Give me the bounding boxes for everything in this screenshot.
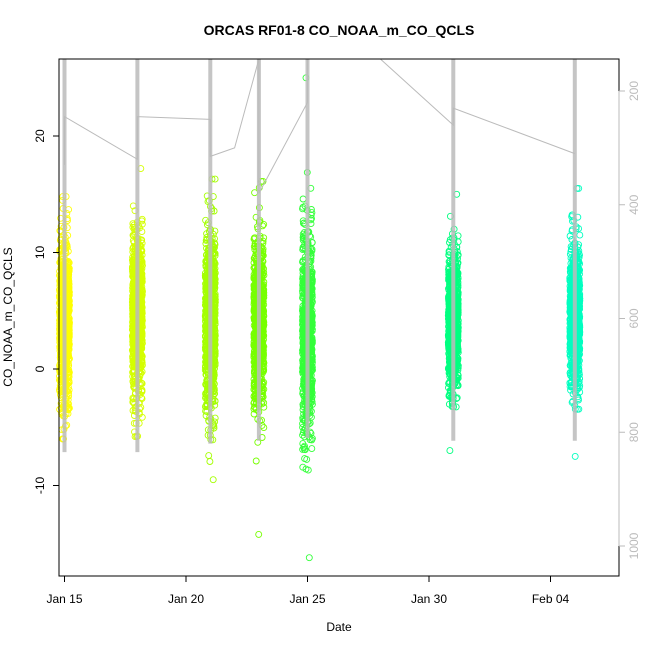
- data-point: [209, 476, 217, 484]
- data-point: [211, 414, 219, 422]
- data-point: [206, 458, 214, 465]
- data-point: [299, 195, 307, 203]
- data-point: [301, 455, 309, 463]
- data-point: [446, 447, 454, 455]
- data-point: [251, 189, 259, 197]
- data-point: [252, 457, 260, 465]
- data-point: [308, 445, 316, 453]
- data-point: [255, 530, 263, 538]
- data-point: [205, 452, 213, 460]
- data-point: [305, 554, 313, 562]
